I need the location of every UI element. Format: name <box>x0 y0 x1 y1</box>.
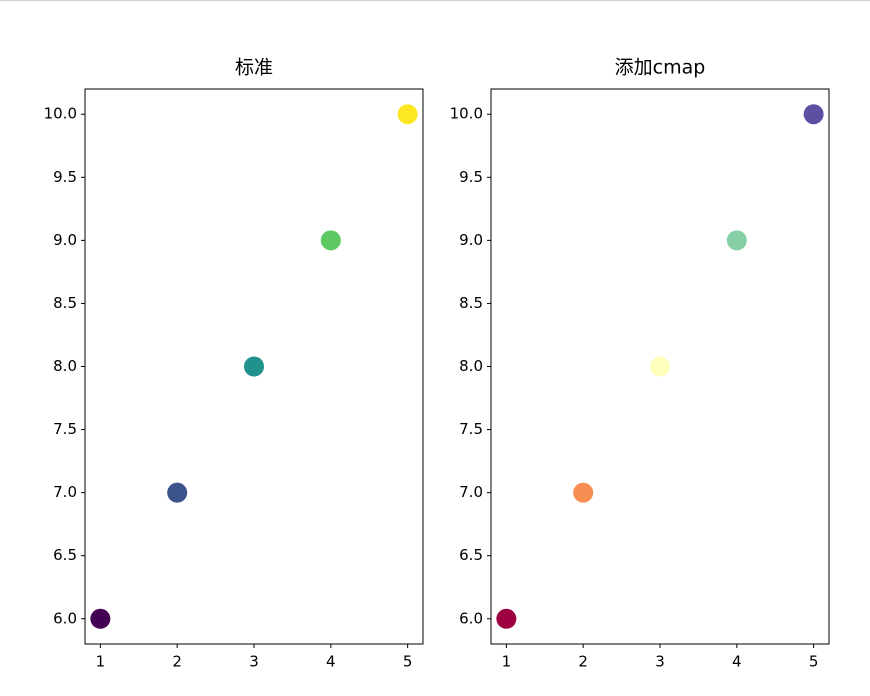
point <box>726 230 747 251</box>
x-tick-label: 1 <box>502 653 512 671</box>
y-tick-label: 6.0 <box>459 609 483 627</box>
y-tick-label: 8.0 <box>53 357 77 375</box>
y-tick-label: 9.0 <box>459 231 483 249</box>
point <box>167 482 188 503</box>
y-tick-label: 6.5 <box>53 546 77 564</box>
y-tick-label: 7.5 <box>53 420 77 438</box>
y-tick-label: 7.0 <box>459 483 483 501</box>
x-tick-label: 3 <box>655 653 665 671</box>
chart-title: 标准 <box>235 57 273 79</box>
y-tick-label: 9.0 <box>53 231 77 249</box>
point <box>397 104 418 125</box>
y-tick-label: 7.0 <box>53 483 77 501</box>
point <box>650 356 670 377</box>
y-tick-label: 8.0 <box>459 357 483 375</box>
point <box>803 104 824 125</box>
y-tick-label: 10.0 <box>44 105 77 123</box>
x-tick-label: 2 <box>172 653 182 671</box>
point <box>573 482 594 503</box>
y-tick-label: 9.5 <box>459 168 483 186</box>
chart-title: 添加cmap <box>615 57 706 79</box>
x-tick-label: 4 <box>732 653 742 671</box>
point <box>244 356 264 377</box>
y-tick-label: 6.0 <box>53 609 77 627</box>
x-tick-label: 1 <box>96 653 106 671</box>
y-tick-label: 8.5 <box>53 294 77 312</box>
y-tick-label: 9.5 <box>53 168 77 186</box>
x-tick-label: 2 <box>578 653 588 671</box>
point <box>496 608 517 629</box>
point <box>320 230 341 251</box>
y-tick-label: 10.0 <box>450 105 483 123</box>
point <box>90 608 111 629</box>
x-tick-label: 3 <box>249 653 259 671</box>
y-tick-label: 7.5 <box>459 420 483 438</box>
y-tick-label: 8.5 <box>459 294 483 312</box>
x-tick-label: 5 <box>809 653 819 671</box>
x-tick-label: 4 <box>326 653 336 671</box>
y-tick-label: 6.5 <box>459 546 483 564</box>
x-tick-label: 5 <box>403 653 413 671</box>
